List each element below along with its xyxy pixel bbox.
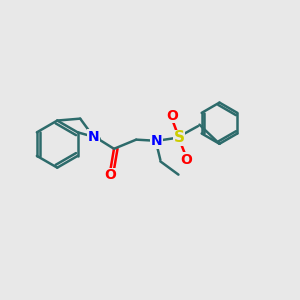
Text: N: N [88, 130, 99, 144]
Text: O: O [180, 153, 192, 166]
Text: O: O [104, 168, 116, 182]
Text: O: O [166, 109, 178, 123]
Text: S: S [173, 130, 184, 146]
Text: N: N [151, 134, 163, 148]
